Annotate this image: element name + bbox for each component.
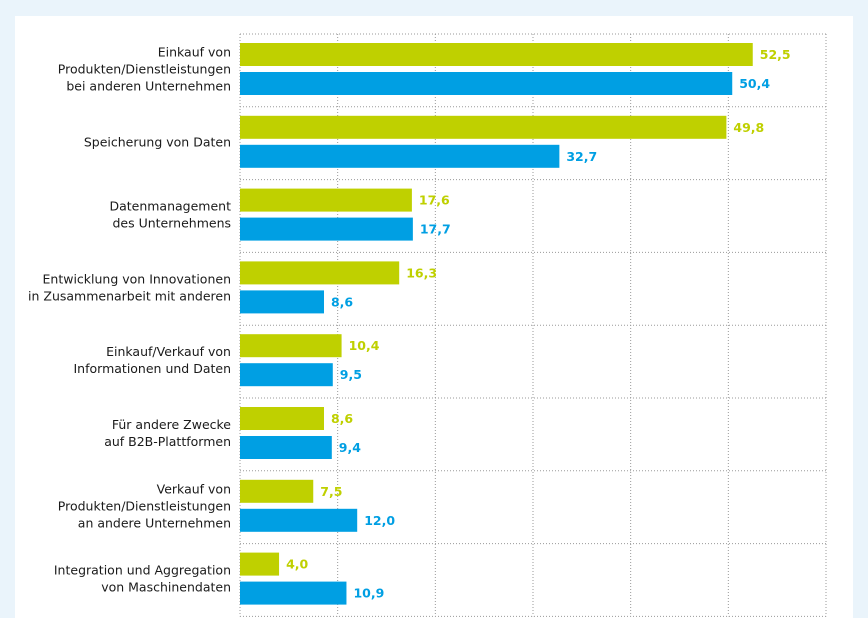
bars — [240, 43, 753, 605]
category-label: Verkauf von Produkten/Dienstleistungen an … — [58, 481, 231, 530]
value-label-series-green: 52,5 — [760, 47, 791, 62]
bar-series-blue — [240, 436, 332, 459]
category-label: Integration und Aggregation von Maschinen… — [54, 563, 231, 595]
bar-series-blue — [240, 217, 413, 241]
category-label-line: an andere Unternehmen — [78, 515, 231, 530]
value-label-series-green: 8,6 — [331, 411, 353, 426]
bar-series-green — [240, 188, 412, 212]
bar-series-green — [240, 115, 727, 139]
category-label-line: Integration und Aggregation — [54, 563, 231, 578]
value-label-series-green: 17,6 — [419, 193, 450, 208]
value-label-series-green: 49,8 — [733, 120, 764, 135]
category-label: Einkauf/Verkauf von Informationen und Dat… — [74, 344, 232, 376]
category-label-line: in Zusammenarbeit mit anderen — [28, 288, 231, 303]
bar-series-blue — [240, 581, 347, 605]
category-label-line: Einkauf/Verkauf von — [106, 344, 231, 359]
value-label-series-green: 7,5 — [320, 484, 342, 499]
category-label-line: Verkauf von — [157, 481, 231, 496]
value-label-series-blue: 10,9 — [353, 586, 384, 601]
value-label-series-green: 10,4 — [349, 338, 380, 353]
category-label-line: bei anderen Unternehmen — [66, 79, 231, 94]
bar-chart: Einkauf von Produkten/Dienstleistungen bei… — [28, 33, 827, 617]
category-label-line: Einkauf von — [158, 45, 231, 60]
bar-series-green — [240, 334, 342, 358]
category-labels: Einkauf von Produkten/Dienstleistungen bei… — [28, 45, 231, 595]
bar-series-green — [240, 43, 753, 66]
category-label-line: Informationen und Daten — [74, 361, 232, 376]
bar-series-green — [240, 261, 400, 285]
category-label-line: Produkten/Dienstleistungen — [58, 62, 231, 77]
value-label-series-blue: 17,7 — [420, 222, 451, 237]
bar-series-blue — [240, 144, 560, 168]
category-label: Entwicklung von Innovationen in Zusammena… — [28, 271, 231, 303]
bar-series-green — [240, 479, 314, 503]
category-label-line: Produkten/Dienstleistungen — [58, 498, 231, 513]
value-label-series-green: 4,0 — [286, 557, 308, 572]
value-label-series-blue: 8,6 — [331, 294, 353, 309]
value-label-series-blue: 32,7 — [566, 149, 597, 164]
category-label: Einkauf von Produkten/Dienstleistungen bei… — [58, 45, 231, 94]
chart-panel: Einkauf von Produkten/Dienstleistungen bei… — [15, 16, 853, 618]
bar-series-green — [240, 407, 324, 430]
value-label-series-blue: 9,4 — [339, 440, 361, 455]
category-label: Für andere Zwecke auf B2B-Plattformen — [104, 417, 231, 449]
bar-series-blue — [240, 363, 333, 387]
bar-series-blue — [240, 72, 733, 95]
bar-series-blue — [240, 290, 324, 314]
bar-series-blue — [240, 508, 358, 532]
value-label-series-blue: 12,0 — [364, 513, 395, 528]
category-label: Speicherung von Daten — [84, 134, 231, 149]
category-label-line: von Maschinendaten — [101, 580, 231, 595]
category-label-line: Für andere Zwecke — [112, 417, 231, 432]
category-label-line: Speicherung von Daten — [84, 134, 231, 149]
value-labels: 52,5 50,4 49,8 32,7 17,6 17,7 16,3 8,6 10,4 9,5 8,… — [286, 47, 791, 601]
category-label-line: auf B2B-Plattformen — [104, 434, 231, 449]
category-label-line: Entwicklung von Innovationen — [43, 271, 232, 286]
bar-series-green — [240, 552, 280, 576]
category-label-line: Datenmanagement — [109, 199, 231, 214]
value-label-series-blue: 9,5 — [340, 367, 362, 382]
value-label-series-blue: 50,4 — [739, 76, 770, 91]
category-label-line: des Unternehmens — [112, 216, 231, 231]
category-label: Datenmanagement des Unternehmens — [109, 199, 231, 231]
grid — [239, 33, 827, 617]
value-label-series-green: 16,3 — [406, 265, 437, 280]
